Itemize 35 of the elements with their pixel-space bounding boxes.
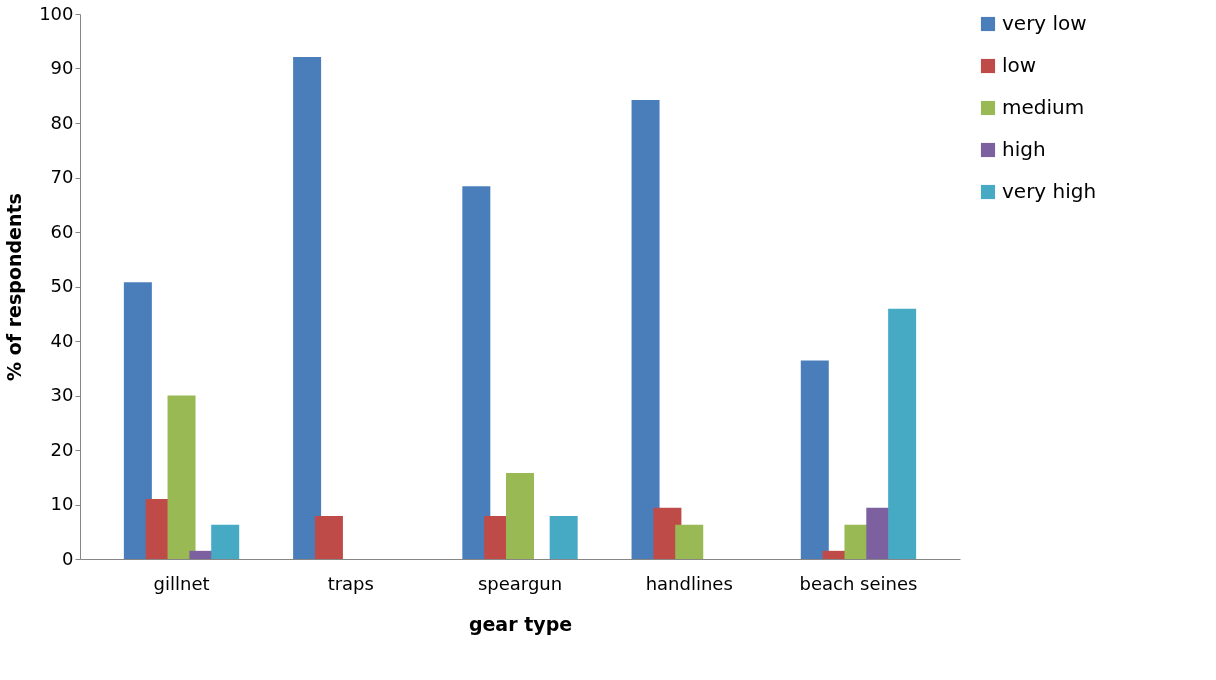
bar xyxy=(888,308,917,559)
x-tick-label: gillnet xyxy=(153,572,210,594)
bar xyxy=(314,515,343,559)
y-tick-label: 20 xyxy=(50,438,74,460)
bar xyxy=(462,186,491,559)
bar xyxy=(167,395,196,559)
legend-label: very low xyxy=(1002,11,1087,35)
y-tick-label: 90 xyxy=(50,57,74,78)
legend-label: high xyxy=(1002,137,1046,161)
bar xyxy=(293,57,322,559)
bar xyxy=(211,524,240,559)
legend-label: low xyxy=(1002,53,1037,77)
x-tick-label: speargun xyxy=(477,572,563,594)
x-tick-label: traps xyxy=(327,572,374,594)
x-axis-title: gear type xyxy=(468,612,573,635)
y-tick-label: 40 xyxy=(50,329,74,351)
y-tick-label: 80 xyxy=(50,111,74,133)
x-tick-label: beach seines xyxy=(799,572,918,594)
y-tick-label: 10 xyxy=(50,493,74,514)
y-tick-label: 70 xyxy=(50,166,74,187)
y-tick-label: 100 xyxy=(39,2,74,24)
bar xyxy=(800,360,829,559)
y-tick-label: 30 xyxy=(50,384,74,405)
x-tick-label: handlines xyxy=(645,572,733,594)
bar xyxy=(123,282,152,559)
y-axis-title: % of respondents xyxy=(3,193,26,381)
legend-label: very high xyxy=(1002,179,1097,203)
bar xyxy=(506,472,534,559)
y-tick-label: 0 xyxy=(62,547,74,569)
bar xyxy=(675,524,704,559)
y-tick-label: 50 xyxy=(50,275,74,296)
y-tick-label: 60 xyxy=(50,220,74,242)
bar xyxy=(631,100,660,559)
bar xyxy=(549,515,578,559)
legend-label: medium xyxy=(1002,95,1085,119)
